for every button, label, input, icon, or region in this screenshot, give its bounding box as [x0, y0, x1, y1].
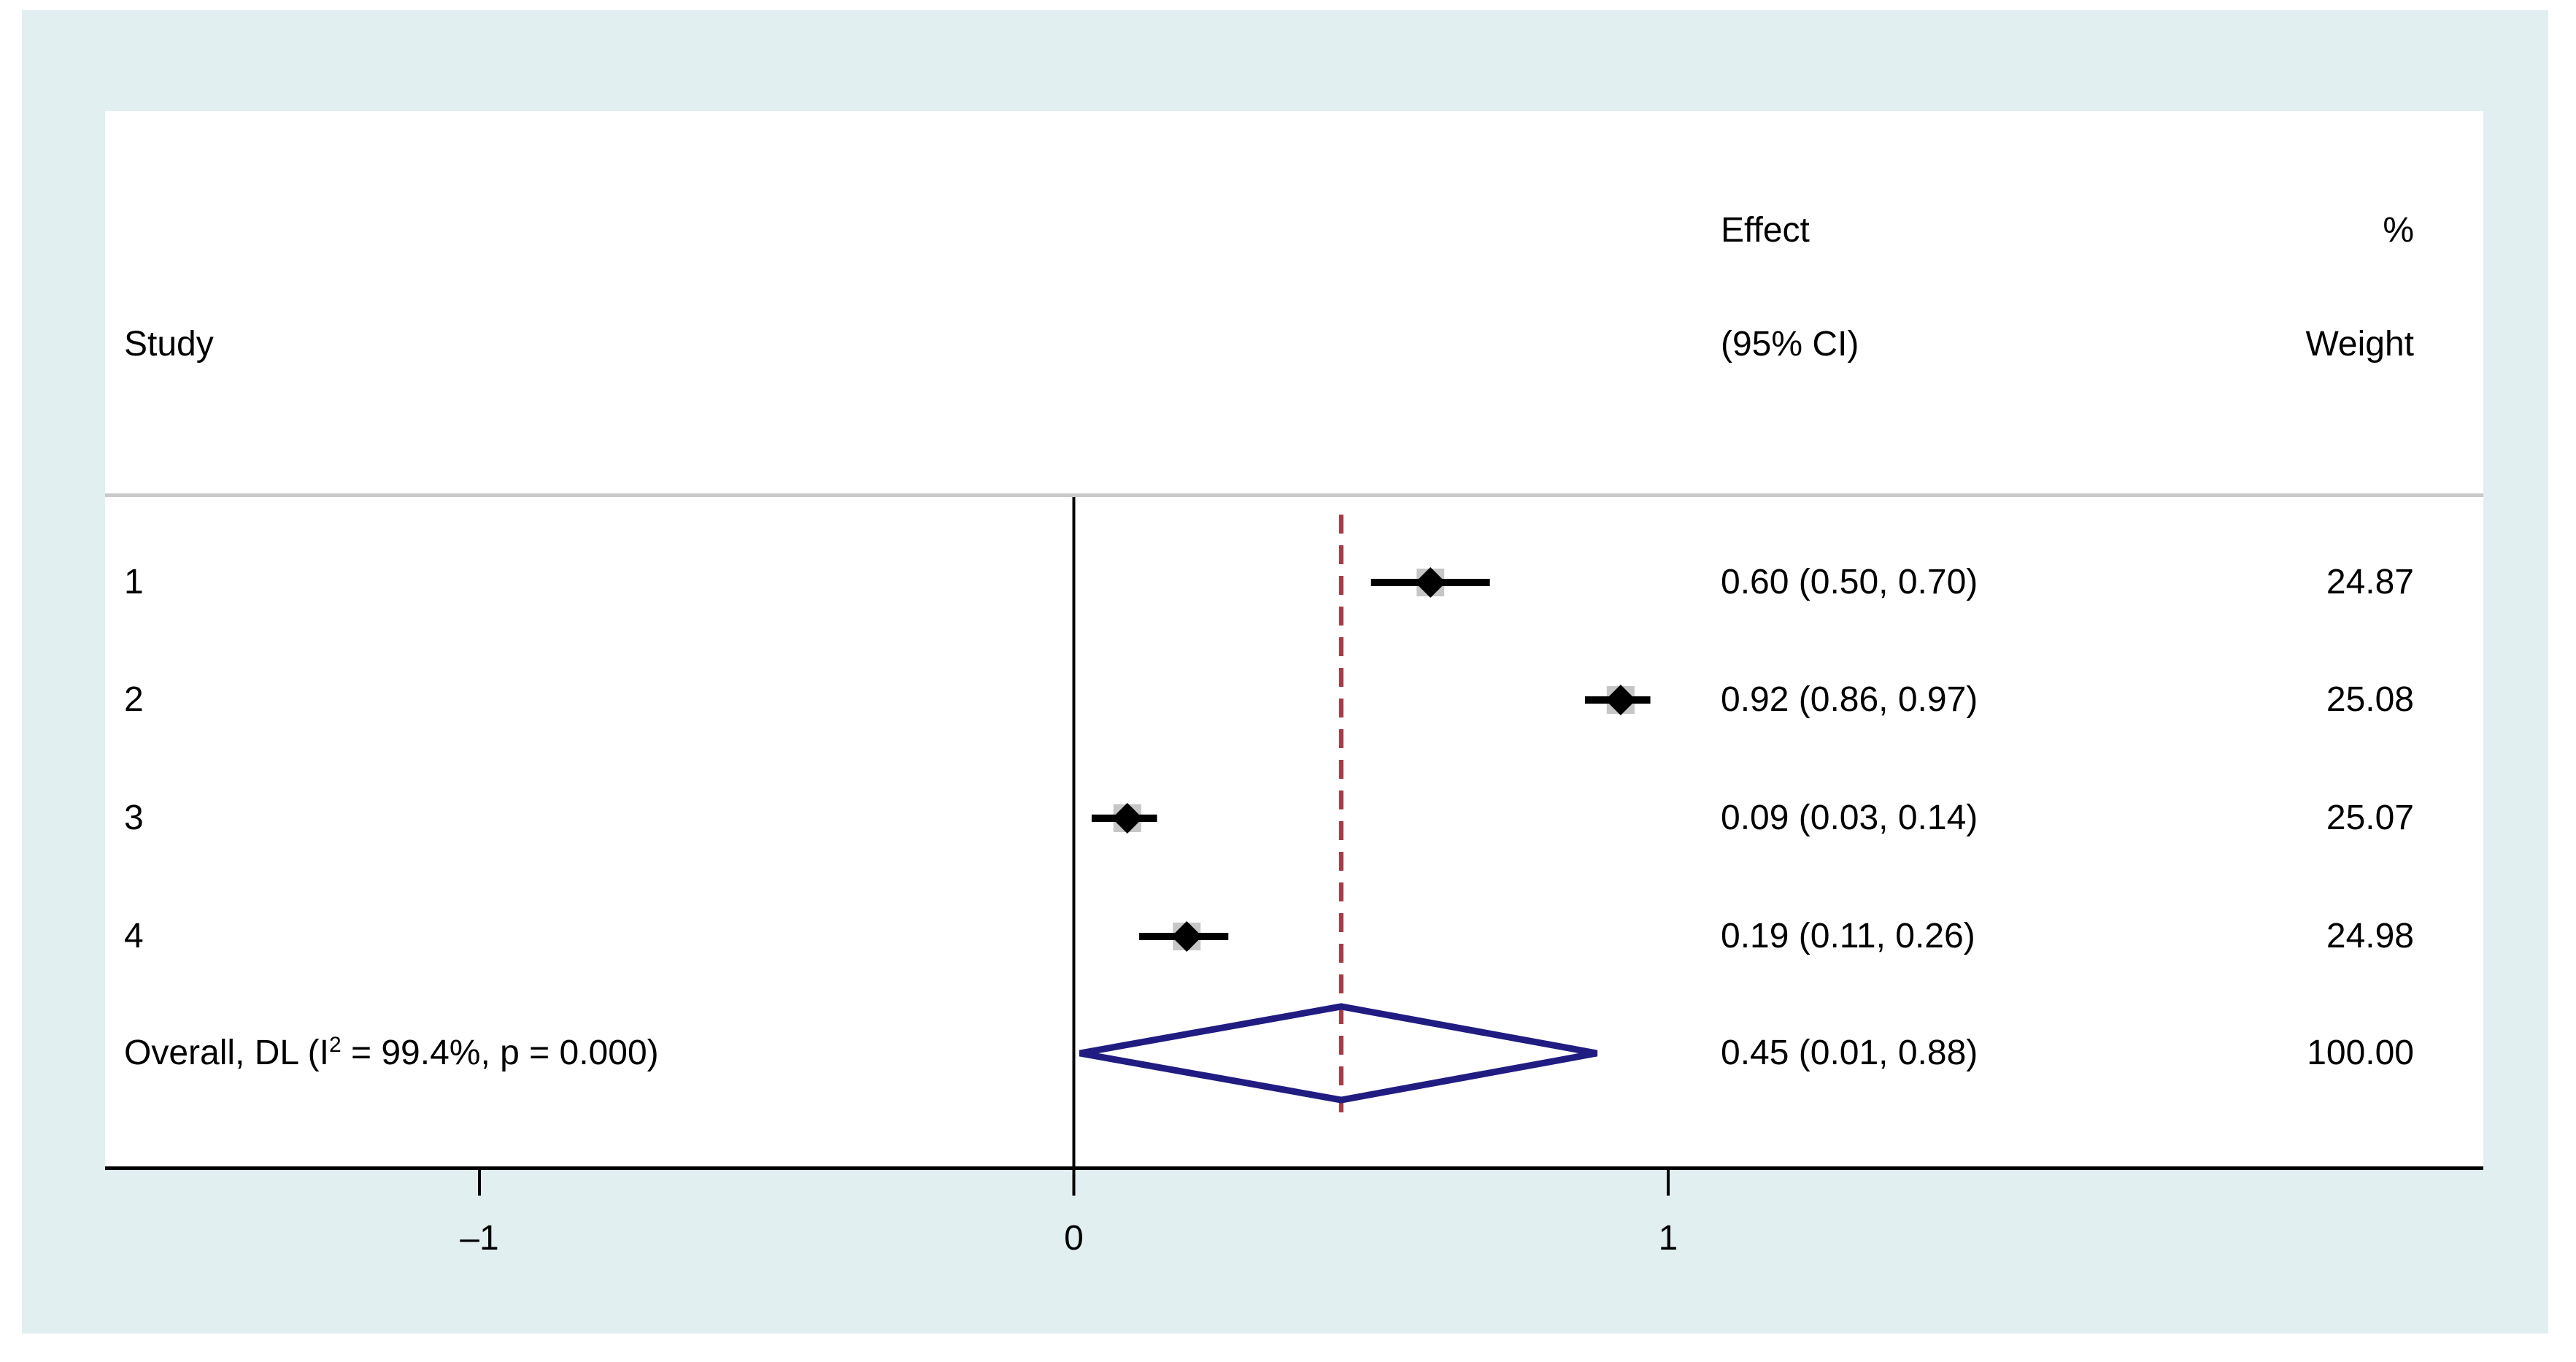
overall-diamond [1079, 1003, 1598, 1104]
column-header-weight: Weight [2305, 325, 2414, 363]
study-label: 1 [124, 563, 144, 601]
column-header-study: Study [124, 325, 214, 363]
overall-label-prefix: Overall, DL (I [124, 1034, 329, 1072]
overall-effect-ci-value: 0.45 (0.01, 0.88) [1721, 1034, 1978, 1072]
study-label: 2 [124, 680, 144, 719]
column-header-effect: Effect [1721, 211, 1810, 250]
point-estimate-marker [1171, 921, 1203, 952]
x-axis-tick-label: –1 [460, 1219, 499, 1258]
plot-panel [105, 111, 2483, 1168]
study-label: 4 [124, 917, 144, 955]
x-axis-tick-label: 0 [1064, 1219, 1084, 1258]
column-header-effect-ci: (95% CI) [1721, 325, 1859, 363]
weight-value: 25.08 [2326, 680, 2414, 719]
overall-label-suffix: = 99.4%, p = 0.000) [341, 1034, 659, 1072]
study-label: 3 [124, 799, 144, 837]
column-header-percent: % [2383, 211, 2414, 250]
point-estimate-marker [1415, 567, 1446, 598]
overall-weight-value: 100.00 [2307, 1034, 2414, 1072]
weight-value: 24.98 [2326, 917, 2414, 955]
effect-ci-value: 0.60 (0.50, 0.70) [1721, 563, 1978, 601]
effect-ci-value: 0.19 (0.11, 0.26) [1721, 917, 1975, 955]
header-divider-line [105, 493, 2483, 497]
x-axis-tick-label: 1 [1658, 1219, 1678, 1258]
overall-label: Overall, DL (I2 = 99.4%, p = 0.000) [124, 1033, 659, 1072]
point-estimate-marker [1605, 685, 1636, 715]
point-estimate-marker [1111, 803, 1143, 834]
effect-ci-value: 0.92 (0.86, 0.97) [1721, 680, 1978, 719]
weight-value: 25.07 [2326, 799, 2414, 837]
effect-ci-value: 0.09 (0.03, 0.14) [1721, 799, 1978, 837]
overall-label-superscript: 2 [328, 1033, 342, 1057]
weight-value: 24.87 [2326, 563, 2414, 601]
